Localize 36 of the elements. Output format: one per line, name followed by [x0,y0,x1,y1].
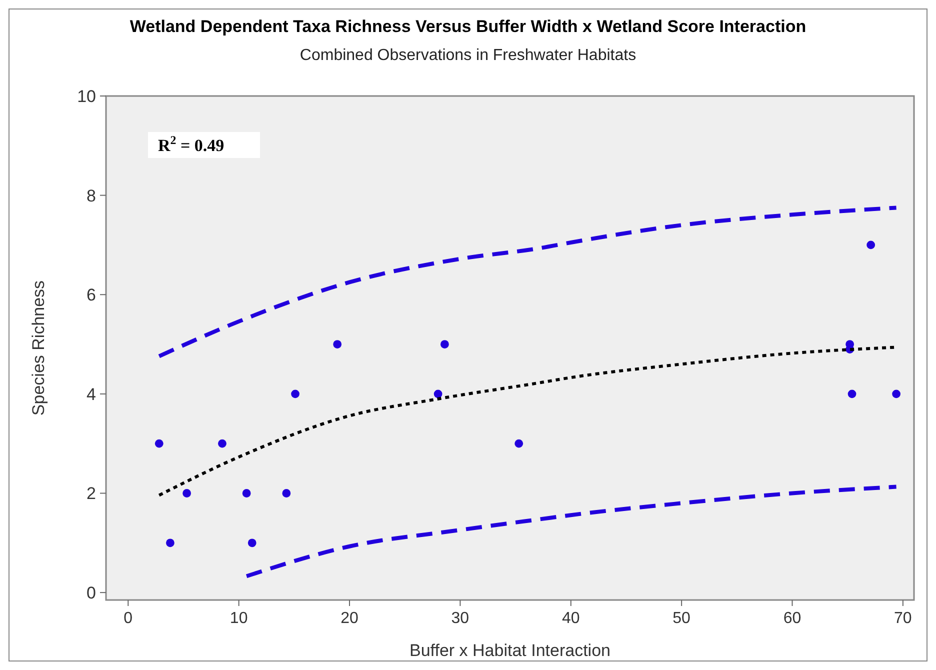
x-tick-label: 10 [230,610,248,627]
point [248,538,256,548]
point [434,390,442,398]
x-tick-label: 20 [340,610,359,627]
y-tick-label: 6 [86,286,96,305]
point [282,489,291,498]
annotation: R$^{2}$ = 0.49 [158,133,224,155]
point [166,538,174,548]
point [866,240,876,250]
point [892,390,900,398]
point [440,340,449,348]
y-tick-label: 8 [86,186,96,206]
x-axis-title: Buffer x Habitat Interaction [410,641,610,660]
x-tick-label: 40 [562,610,580,627]
chart-title: Wetland Dependent Taxa Richness Versus Buffer Width x Wetland Score Interaction [130,17,806,36]
y-tick-label: 0 [86,584,96,603]
line-series [244,484,898,578]
line-series [157,206,898,358]
y-tick-label: 4 [86,384,96,404]
x-tick-label: 60 [783,610,802,627]
y-tick-label: 10 [77,87,96,106]
x-tick-label: 30 [451,610,470,627]
point [182,489,191,498]
point [333,340,342,348]
point [848,390,856,398]
y-tick-label: 2 [86,484,96,504]
x-tick-label: 0 [124,610,133,627]
point [218,439,226,448]
x-tick-label: 70 [894,610,912,627]
chart-subtitle: Combined Observations in Freshwater Habitats [300,47,636,64]
y-axis-title: Species Richness [29,280,48,416]
x-tick-label: 50 [672,610,691,627]
point [242,489,251,498]
point [291,390,300,398]
point [154,439,164,448]
point [514,439,524,448]
